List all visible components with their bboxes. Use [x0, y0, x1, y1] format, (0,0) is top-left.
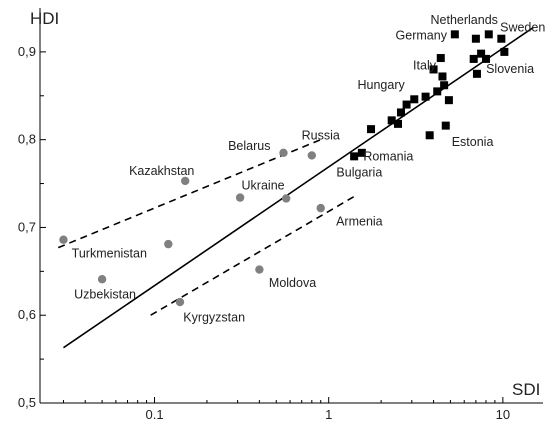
data-point-circle — [307, 151, 317, 160]
x-tick-label: 1 — [325, 407, 332, 422]
data-point-square — [425, 131, 434, 140]
country-label: Germany — [396, 29, 448, 43]
axis-ticks: 0,5 0,6 0,7 0,8 0,9 0.1 1 10 — [18, 44, 510, 422]
data-point-square — [450, 30, 459, 39]
country-label: Bulgaria — [336, 166, 382, 180]
axes — [39, 8, 543, 404]
country-label: Belarus — [228, 139, 270, 153]
country-label: Hungary — [358, 78, 406, 92]
x-tick-label: 0.1 — [145, 407, 163, 422]
country-label: Armenia — [336, 215, 383, 229]
data-point-square — [387, 116, 396, 125]
data-point-square — [481, 54, 490, 63]
country-label: Moldova — [269, 276, 316, 290]
data-point-square — [350, 152, 359, 161]
country-label: Netherlands — [431, 13, 498, 27]
y-tick-label: 0,8 — [18, 132, 36, 147]
country-label: Sweden — [500, 21, 545, 35]
dashed-bound-line — [150, 194, 358, 316]
data-point-square — [410, 95, 419, 104]
data-point-circle — [316, 203, 325, 213]
x-axis-title: SDI — [512, 380, 540, 399]
country-label: Uzbekistan — [74, 288, 136, 302]
regression-line — [63, 26, 534, 349]
data-point-circle — [97, 275, 107, 284]
data-point-square — [500, 47, 509, 56]
y-tick-label: 0,6 — [18, 307, 36, 322]
data-point-square — [441, 121, 450, 130]
country-label: Kazakhstan — [129, 164, 194, 178]
data-point-square — [396, 108, 405, 117]
y-tick-label: 0,5 — [18, 395, 36, 410]
y-tick-label: 0,7 — [18, 219, 36, 234]
data-point-square — [477, 49, 486, 58]
data-point-square — [497, 34, 506, 43]
data-point-square — [469, 54, 478, 63]
data-point-circle — [175, 297, 185, 307]
data-point-square — [394, 119, 403, 128]
country-label: Kyrgyzstan — [183, 310, 245, 324]
country-label: Ukraine — [242, 179, 285, 193]
country-label: Romania — [363, 150, 413, 164]
data-point-square — [367, 125, 376, 134]
data-point-square — [484, 30, 493, 39]
data-point-square — [444, 96, 453, 105]
x-tick-label: 10 — [496, 407, 510, 422]
y-axis-title: HDI — [30, 9, 59, 28]
data-points — [59, 30, 509, 307]
data-point-circle — [164, 239, 173, 249]
data-point-square — [471, 34, 480, 43]
data-point-square — [438, 72, 447, 81]
data-point-square — [436, 54, 445, 63]
data-point-square — [421, 92, 430, 101]
data-point-square — [472, 69, 481, 78]
country-label: Slovenia — [486, 62, 534, 76]
data-point-square — [357, 148, 366, 157]
data-point-square — [440, 81, 449, 90]
data-point-circle — [59, 235, 68, 244]
data-point-square — [429, 65, 438, 74]
data-point-square — [402, 100, 411, 109]
data-point-circle — [279, 148, 288, 158]
y-tick-label: 0,9 — [18, 44, 36, 59]
data-point-circle — [255, 265, 264, 274]
country-label: Russia — [302, 129, 340, 143]
country-label: Turkmenistan — [72, 246, 147, 260]
data-point-circle — [235, 193, 245, 202]
data-point-circle — [180, 176, 190, 186]
country-label: Estonia — [452, 135, 494, 149]
data-point-square — [433, 87, 442, 96]
trend-lines — [57, 26, 534, 349]
data-point-circle — [281, 194, 291, 203]
country-label: Italy — [413, 58, 437, 72]
